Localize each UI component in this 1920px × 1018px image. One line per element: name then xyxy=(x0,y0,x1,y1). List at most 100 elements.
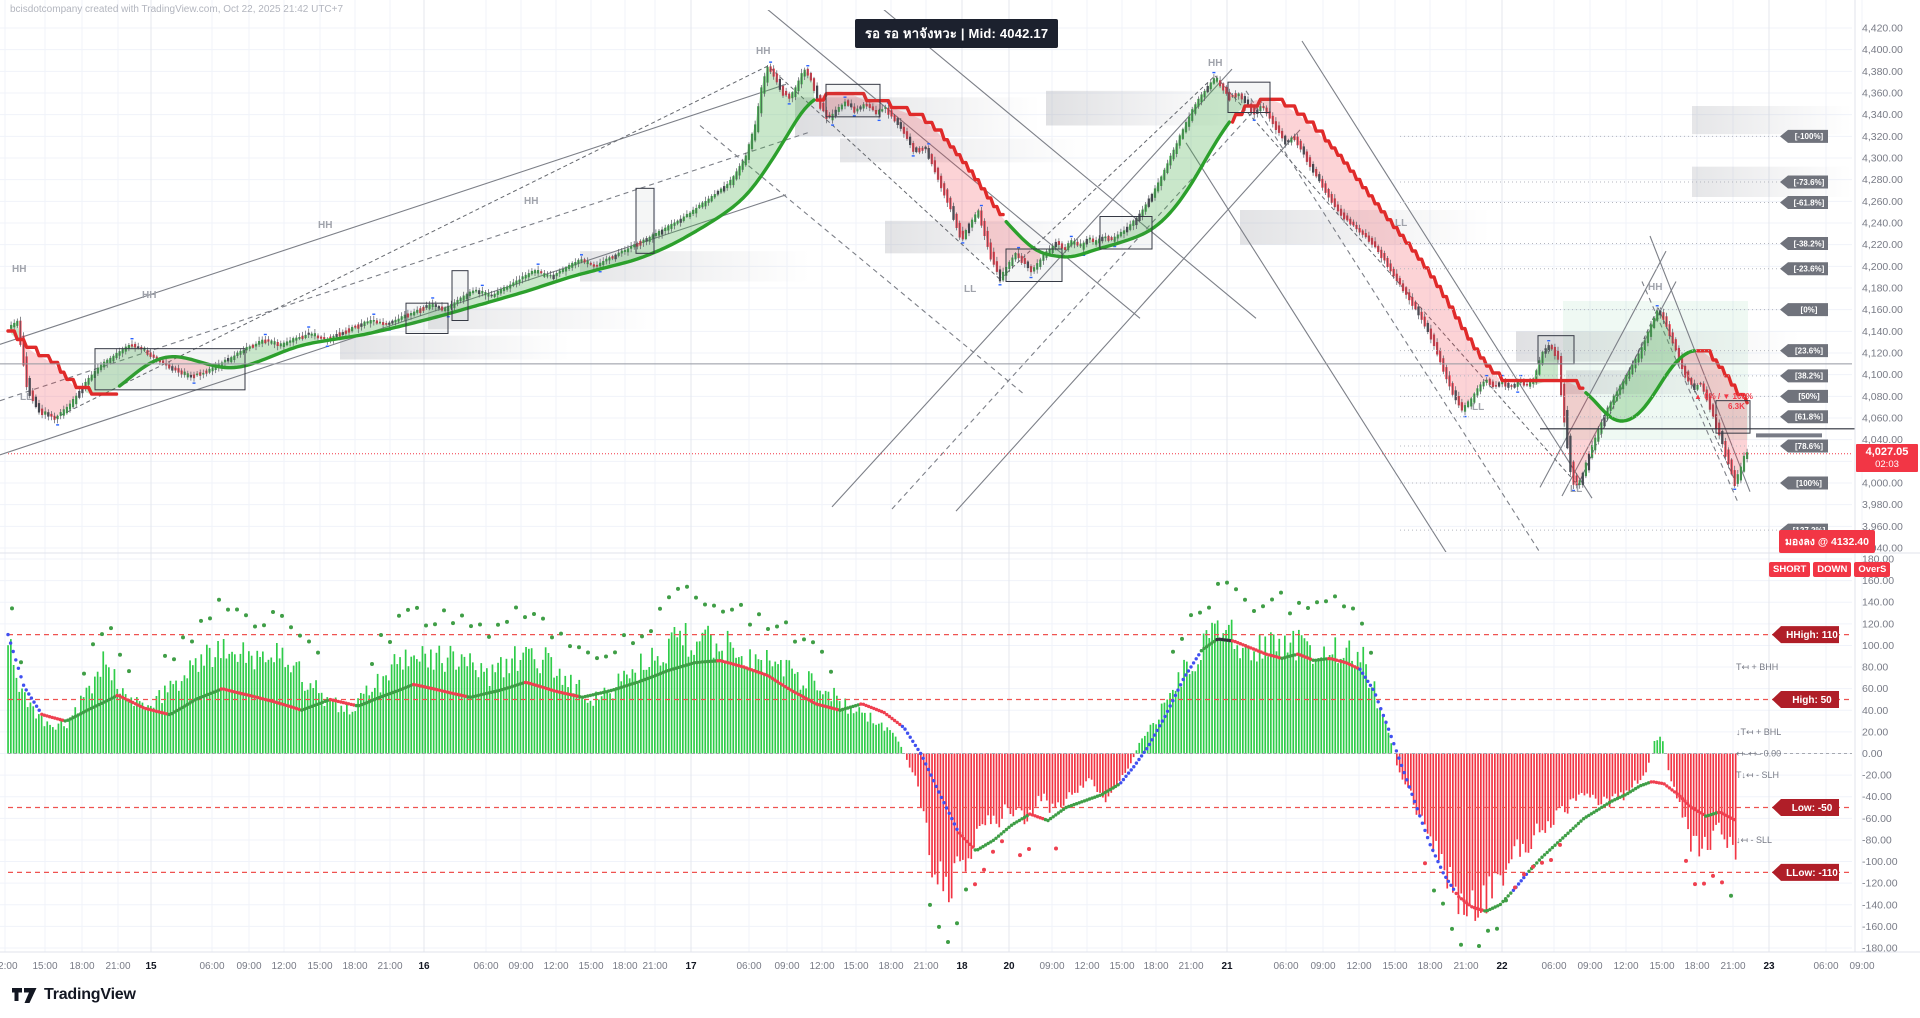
svg-text:160.00: 160.00 xyxy=(1862,575,1894,587)
svg-text:18:00: 18:00 xyxy=(1143,961,1168,972)
svg-text:09:00: 09:00 xyxy=(508,961,533,972)
svg-text:4,100.00: 4,100.00 xyxy=(1862,369,1903,381)
svg-text:15:00: 15:00 xyxy=(578,961,603,972)
signal-badge-short[interactable]: SHORT xyxy=(1769,562,1811,577)
svg-text:[38.2%]: [38.2%] xyxy=(1795,372,1823,381)
svg-text:-120.00: -120.00 xyxy=(1862,878,1898,890)
chart-title-badge[interactable]: รอ รอ หาจังหวะ | Mid: 4042.17 xyxy=(855,19,1059,48)
tradingview-logo-icon xyxy=(12,987,37,1003)
oscillator-annotation: ↓↤ - SLL xyxy=(1736,835,1772,845)
trend-clouds xyxy=(11,67,1748,483)
svg-text:-100.00: -100.00 xyxy=(1862,856,1898,868)
candles xyxy=(10,63,1749,489)
signal-badge-overs[interactable]: OverS xyxy=(1854,562,1891,577)
svg-text:LL: LL xyxy=(964,284,976,295)
svg-text:[-38.2%]: [-38.2%] xyxy=(1794,239,1825,248)
svg-text:15:00: 15:00 xyxy=(307,961,332,972)
svg-text:3,960.00: 3,960.00 xyxy=(1862,521,1903,533)
svg-text:HH: HH xyxy=(12,264,26,275)
svg-text:[-100%]: [-100%] xyxy=(1795,132,1824,141)
svg-text:15:00: 15:00 xyxy=(1382,961,1407,972)
price-panel: HH LL HH HH HH HH LL HH LL LL LL HH ▲ 0% / ▼ 100%6.3… xyxy=(0,10,1855,552)
svg-text:HHigh: 110: HHigh: 110 xyxy=(1786,630,1838,641)
svg-text:-180.00: -180.00 xyxy=(1862,943,1898,955)
svg-text:21:00: 21:00 xyxy=(1453,961,1478,972)
svg-text:23: 23 xyxy=(1763,961,1775,972)
svg-text:20.00: 20.00 xyxy=(1862,726,1888,738)
svg-text:06:00: 06:00 xyxy=(473,961,498,972)
svg-text:21:00: 21:00 xyxy=(642,961,667,972)
svg-text:12:00: 12:00 xyxy=(1613,961,1638,972)
svg-text:[78.6%]: [78.6%] xyxy=(1795,442,1823,451)
time-axis[interactable]: 12:00 15:00 18:00 21:00 15 06:00 09:00 12:00 15:… xyxy=(0,961,1875,972)
trade-annotation: 6.3K xyxy=(1728,402,1745,411)
svg-text:06:00: 06:00 xyxy=(736,961,761,972)
svg-text:[100%]: [100%] xyxy=(1796,479,1822,488)
svg-text:4,140.00: 4,140.00 xyxy=(1862,326,1903,338)
svg-text:09:00: 09:00 xyxy=(236,961,261,972)
oscillator-dots xyxy=(10,580,1733,948)
oscillator-panel: T↤ + BHH ↓T↤ + BHL ↤–↤– 0.00 T↓↤ - SLH ↓↤ - … xyxy=(6,580,1852,948)
svg-text:12:00: 12:00 xyxy=(0,961,18,972)
svg-text:High: 50: High: 50 xyxy=(1792,695,1832,706)
svg-text:-140.00: -140.00 xyxy=(1862,899,1898,911)
svg-text:09:00: 09:00 xyxy=(774,961,799,972)
svg-text:80.00: 80.00 xyxy=(1862,662,1888,674)
svg-text:15: 15 xyxy=(145,961,157,972)
svg-text:06:00: 06:00 xyxy=(1541,961,1566,972)
oscillator-annotation: T↤ + BHH xyxy=(1736,662,1778,672)
svg-text:21:00: 21:00 xyxy=(105,961,130,972)
svg-text:-160.00: -160.00 xyxy=(1862,921,1898,933)
svg-text:12:00: 12:00 xyxy=(271,961,296,972)
oscillator-annotation: ↤–↤– 0.00 xyxy=(1736,749,1781,759)
svg-text:12:00: 12:00 xyxy=(809,961,834,972)
svg-text:4,080.00: 4,080.00 xyxy=(1862,391,1903,403)
svg-text:4,300.00: 4,300.00 xyxy=(1862,153,1903,165)
svg-text:120.00: 120.00 xyxy=(1862,618,1894,630)
svg-text:LL: LL xyxy=(1472,402,1484,413)
price-axis[interactable]: 4,420.00 4,400.00 4,380.00 4,360.00 4,340.00… xyxy=(0,0,1920,955)
signal-badge-down[interactable]: DOWN xyxy=(1813,562,1852,577)
trade-annotation: ▲ 0% / ▼ 100% xyxy=(1694,392,1753,401)
svg-text:140.00: 140.00 xyxy=(1862,597,1894,609)
last-price-value: 4,027.05 xyxy=(1865,446,1909,458)
svg-text:06:00: 06:00 xyxy=(199,961,224,972)
grid xyxy=(0,0,1863,952)
svg-text:22: 22 xyxy=(1496,961,1508,972)
svg-text:Low: -50: Low: -50 xyxy=(1792,803,1833,814)
svg-text:[-23.6%]: [-23.6%] xyxy=(1794,265,1825,274)
svg-text:4,360.00: 4,360.00 xyxy=(1862,88,1903,100)
svg-text:4,180.00: 4,180.00 xyxy=(1862,283,1903,295)
tradingview-logo-text: TradingView xyxy=(44,986,136,1003)
svg-text:09:00: 09:00 xyxy=(1577,961,1602,972)
svg-text:18:00: 18:00 xyxy=(612,961,637,972)
svg-text:12:00: 12:00 xyxy=(1074,961,1099,972)
svg-text:4,280.00: 4,280.00 xyxy=(1862,174,1903,186)
svg-text:15:00: 15:00 xyxy=(1649,961,1674,972)
svg-text:4,380.00: 4,380.00 xyxy=(1862,66,1903,78)
moving-average-line xyxy=(6,91,1749,423)
last-price-time: 02:03 xyxy=(1875,459,1899,470)
svg-text:4,160.00: 4,160.00 xyxy=(1862,304,1903,316)
svg-text:09:00: 09:00 xyxy=(1849,961,1874,972)
svg-text:4,060.00: 4,060.00 xyxy=(1862,413,1903,425)
svg-text:06:00: 06:00 xyxy=(1273,961,1298,972)
svg-text:17: 17 xyxy=(685,961,697,972)
svg-text:4,260.00: 4,260.00 xyxy=(1862,196,1903,208)
svg-text:4,000.00: 4,000.00 xyxy=(1862,478,1903,490)
svg-text:12:00: 12:00 xyxy=(1346,961,1371,972)
svg-text:HH: HH xyxy=(1648,282,1662,293)
svg-text:4,120.00: 4,120.00 xyxy=(1862,348,1903,360)
svg-text:-20.00: -20.00 xyxy=(1862,770,1892,782)
svg-text:12:00: 12:00 xyxy=(543,961,568,972)
signal-badges: SHORT DOWN OverS xyxy=(1769,562,1891,577)
svg-text:[-73.6%]: [-73.6%] xyxy=(1794,178,1825,187)
tradingview-logo[interactable]: TradingView xyxy=(12,986,136,1004)
svg-text:18:00: 18:00 xyxy=(69,961,94,972)
svg-text:4,420.00: 4,420.00 xyxy=(1862,23,1903,35)
svg-text:4,320.00: 4,320.00 xyxy=(1862,131,1903,143)
entry-price-badge[interactable]: มองลง @ 4132.40 xyxy=(1779,530,1875,553)
svg-text:-40.00: -40.00 xyxy=(1862,791,1892,803)
svg-text:4,220.00: 4,220.00 xyxy=(1862,239,1903,251)
